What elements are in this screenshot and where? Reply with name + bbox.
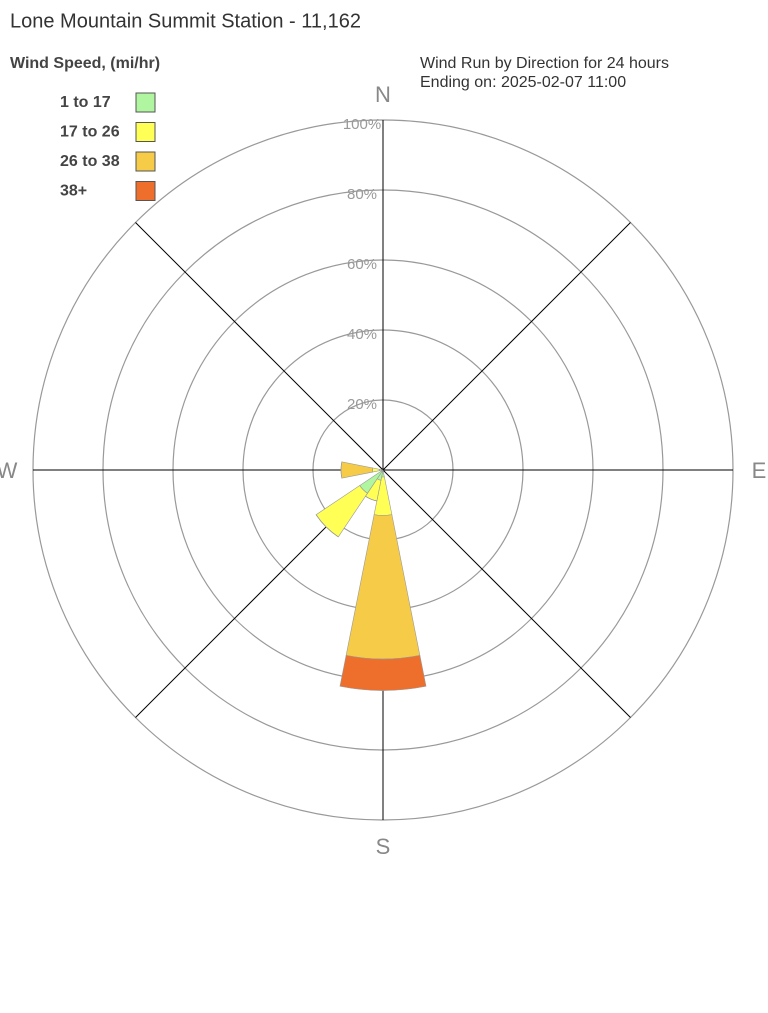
legend-label: 17 to 26: [60, 124, 120, 141]
legend-swatch: [135, 92, 156, 113]
compass-label: N: [375, 82, 391, 107]
spoke: [382, 222, 631, 471]
legend-swatch: [135, 181, 156, 201]
r-tick-label: 20%: [347, 396, 377, 413]
r-tick-label: 60%: [347, 256, 377, 273]
legend-title: Wind Speed, (mi/hr): [10, 55, 160, 72]
compass-label: W: [0, 458, 18, 483]
subtitle: Ending on: 2025-02-07 11:00: [420, 74, 626, 91]
sector: [345, 514, 421, 660]
legend-swatch: [135, 122, 156, 142]
spoke: [135, 222, 384, 471]
compass-label: S: [376, 834, 391, 859]
legend-label: 38+: [60, 183, 87, 200]
chart-title: Lone Mountain Summit Station - 11,162: [10, 10, 361, 32]
legend-label: 26 to 38: [60, 153, 120, 170]
compass-label: E: [752, 458, 767, 483]
legend-swatch: [135, 151, 156, 172]
legend-label: 1 to 17: [60, 94, 111, 111]
sector: [339, 655, 427, 691]
r-tick-label: 100%: [343, 116, 381, 133]
subtitle: Wind Run by Direction for 24 hours: [420, 55, 669, 72]
sector: [340, 461, 374, 479]
sector: [372, 467, 380, 473]
r-tick-label: 80%: [347, 186, 377, 203]
spoke: [382, 469, 631, 718]
r-tick-label: 40%: [347, 326, 377, 343]
